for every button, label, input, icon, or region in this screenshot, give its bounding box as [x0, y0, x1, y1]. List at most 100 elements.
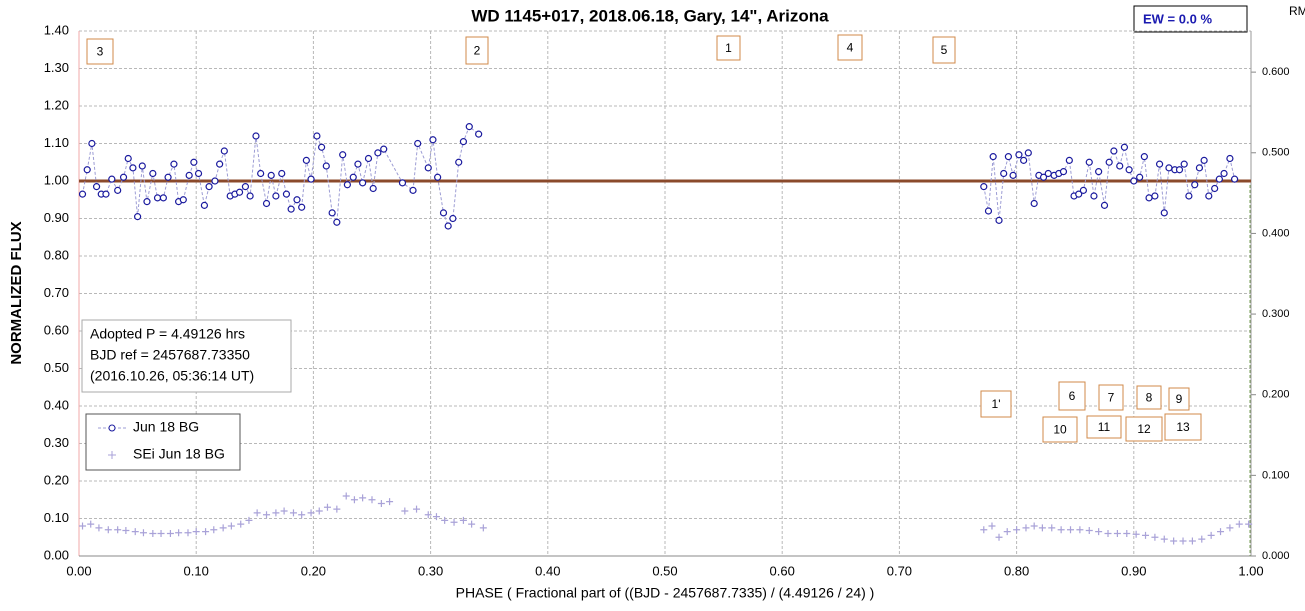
point — [315, 507, 323, 515]
point — [1059, 168, 1068, 176]
point — [429, 136, 437, 144]
x-tick-label: 1.00 — [1238, 563, 1263, 578]
y2-tick-label: 0.500 — [1262, 147, 1290, 159]
point — [1151, 192, 1159, 200]
point — [302, 156, 310, 164]
point — [1105, 158, 1113, 166]
point — [166, 530, 174, 537]
point — [432, 513, 440, 521]
x-tick-label: 0.30 — [418, 563, 443, 578]
point — [988, 522, 996, 530]
y2-tick-label: 0.400 — [1262, 227, 1290, 239]
annotation-box — [86, 38, 114, 65]
point — [1226, 154, 1234, 163]
point — [1020, 156, 1028, 164]
point — [1065, 156, 1073, 164]
point — [282, 190, 291, 198]
y2-tick-label: 0.200 — [1262, 389, 1290, 401]
point — [139, 529, 147, 537]
point — [1000, 169, 1008, 178]
y-tick-label: 0.50 — [44, 360, 69, 375]
point — [114, 186, 122, 194]
y-tick-label: 0.60 — [44, 322, 69, 337]
point — [1116, 162, 1124, 170]
point — [192, 528, 200, 536]
point — [184, 529, 192, 537]
point — [104, 526, 112, 534]
point — [1044, 169, 1052, 178]
annotation-label: 1' — [992, 397, 1001, 411]
point — [468, 520, 476, 528]
point — [1110, 147, 1118, 155]
point — [205, 183, 213, 191]
point — [149, 169, 157, 178]
point — [245, 516, 253, 524]
annotation-box — [1042, 416, 1078, 443]
point — [1048, 524, 1056, 532]
point — [368, 496, 376, 504]
point — [1125, 166, 1133, 174]
y-tick-label: 0.90 — [44, 210, 69, 225]
ew-label: EW = 0.0 % — [1143, 11, 1212, 26]
point — [401, 507, 409, 515]
point — [216, 160, 224, 168]
point — [102, 190, 110, 198]
point — [170, 160, 178, 168]
point — [1015, 151, 1023, 159]
point — [1205, 192, 1213, 200]
point — [1022, 524, 1030, 532]
point — [465, 123, 473, 131]
point — [119, 173, 128, 181]
annotation-box — [465, 36, 489, 65]
point — [1179, 537, 1187, 545]
point — [434, 173, 442, 181]
point — [298, 203, 306, 211]
point — [185, 171, 193, 179]
point — [1136, 173, 1144, 181]
point — [989, 153, 997, 161]
point — [1155, 160, 1164, 168]
point — [227, 522, 235, 530]
point — [1090, 192, 1098, 200]
point — [159, 194, 167, 202]
point — [1024, 149, 1032, 157]
point — [459, 516, 467, 524]
point — [1095, 528, 1103, 536]
point — [194, 169, 203, 178]
point — [1180, 160, 1188, 168]
point — [287, 205, 295, 213]
point — [202, 528, 210, 536]
point — [343, 181, 351, 189]
point — [1120, 143, 1129, 151]
point — [79, 522, 87, 530]
y2-tick-label: 0.100 — [1262, 469, 1290, 481]
point — [257, 169, 265, 178]
point — [455, 158, 463, 166]
point — [1085, 158, 1093, 166]
point — [414, 139, 422, 148]
annotation-label: 5 — [941, 43, 948, 57]
point — [235, 188, 244, 196]
point — [211, 177, 219, 185]
point — [143, 198, 151, 206]
annotation-box — [1168, 387, 1190, 411]
annotation-box — [837, 34, 863, 61]
y-tick-label: 1.00 — [44, 172, 69, 187]
point — [1188, 537, 1196, 545]
annotation-label: 9 — [1176, 392, 1183, 406]
point — [1217, 528, 1225, 536]
point — [980, 526, 988, 534]
point — [350, 496, 358, 504]
point — [307, 175, 315, 183]
annotation-label: 10 — [1053, 423, 1067, 437]
point — [980, 183, 988, 191]
y-axis-label: NORMALIZED FLUX — [8, 221, 25, 364]
point — [354, 160, 362, 168]
x-tick-label: 0.40 — [535, 563, 560, 578]
point — [1198, 535, 1206, 543]
annotation-label: 3 — [97, 45, 104, 59]
point — [1113, 530, 1121, 537]
annotation-box — [1164, 413, 1202, 441]
point — [359, 179, 367, 187]
point — [1079, 186, 1088, 194]
